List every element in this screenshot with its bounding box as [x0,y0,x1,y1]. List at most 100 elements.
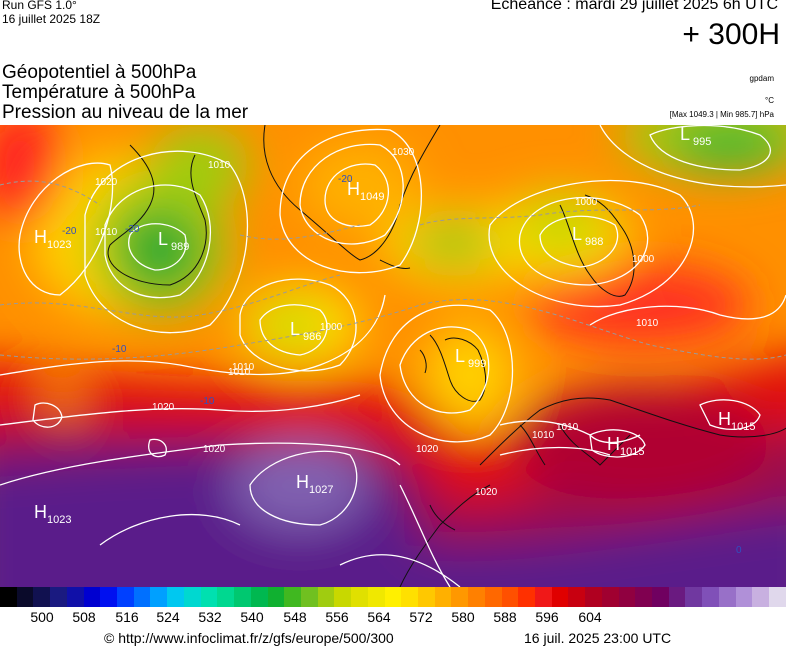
scale-swatch [685,587,703,607]
scale-swatch [33,587,51,607]
scale-swatch [367,587,385,607]
title-geopotential: Géopotentiel à 500hPa [2,62,197,83]
svg-text:H: H [296,472,309,492]
scale-swatch [300,587,318,607]
temperature-label: -20 [338,174,353,185]
scale-swatch [702,587,719,607]
color-scale-bar [0,587,786,607]
scale-swatch [652,587,669,607]
temperature-field [0,125,786,587]
svg-text:989: 989 [171,241,189,253]
scale-swatch [585,587,602,607]
svg-text:L: L [572,224,582,244]
temperature-label: 0 [736,545,742,556]
scale-tick-label: 556 [325,609,349,625]
forecast-valid-time: Echéance : mardi 29 juillet 2025 6h UTC [490,0,778,13]
scale-swatch [351,587,368,607]
isobar-label: 1020 [152,402,175,413]
scale-swatch [66,587,84,607]
pressure-center-low-scandinavia: L 988 [572,224,603,248]
svg-text:1015: 1015 [731,421,755,433]
scale-tick-label: 500 [30,609,54,625]
scale-tick-label: 564 [367,609,391,625]
isobar-label: 1000 [632,254,655,265]
temperature-label: -10 [112,344,127,355]
svg-text:H: H [34,502,47,522]
scale-swatch [150,587,168,607]
pressure-center-low-british-isles: L 999 [455,346,486,370]
scale-swatch [250,587,268,607]
scale-swatch [668,587,686,607]
scale-tick-label: 532 [198,609,222,625]
svg-text:L: L [455,346,465,366]
scale-swatch [769,587,786,607]
scale-tick-label: 548 [283,609,307,625]
scale-swatch [183,587,201,607]
isobar-label: 1020 [203,444,226,455]
isobar-label: 1000 [575,197,598,208]
temperature-label: -20 [125,224,140,235]
pressure-center-high-east-europe: H 1015 [718,409,755,433]
scale-swatch [468,587,485,607]
svg-text:H: H [34,227,47,247]
isobar-label: 1020 [416,444,439,455]
svg-text:988: 988 [585,236,603,248]
svg-text:995: 995 [693,136,711,148]
scale-swatch [317,587,335,607]
isobar-label: 1010 [232,362,255,373]
scale-swatch [267,587,285,607]
run-date-label: 16 juillet 2025 18Z [2,12,101,26]
pressure-center-high-azores: H 1027 [296,472,333,496]
svg-text:H: H [607,434,620,454]
run-model-label: Run GFS 1.0° [2,0,77,12]
pressure-center-high-greenland: H 1049 [347,179,384,203]
scale-tick-label: 596 [535,609,559,625]
scale-swatch [752,587,770,607]
isobar-label: 1030 [392,147,415,158]
forecast-horizon: + 300H [682,18,780,51]
scale-swatch [718,587,736,607]
geopotential-lines [0,180,786,360]
svg-text:999: 999 [468,358,486,370]
scale-swatch [50,587,67,607]
coastlines [107,125,786,587]
scale-swatch [484,587,502,607]
scale-swatch [217,587,235,607]
pressure-range: [Max 1049.3 | Min 985.7] hPa [669,110,774,119]
scale-swatch [535,587,552,607]
unit-geopotential: gpdam [749,74,774,83]
pressure-center-high-south-atlantic: H 1023 [34,502,71,526]
svg-text:L: L [290,319,300,339]
pressure-center-low-mid-atlantic: L 986 [290,319,321,343]
scale-tick-label: 588 [493,609,517,625]
scale-swatch [601,587,619,607]
pressure-center-high-west-atlantic: H 1023 [34,227,71,251]
svg-text:986: 986 [303,331,321,343]
isobar-label: 1010 [636,318,659,329]
scale-swatch [434,587,452,607]
scale-swatch [117,587,134,607]
pressure-center-low-arctic: L 995 [680,125,711,148]
scale-swatch [0,587,17,607]
scale-swatch [133,587,151,607]
scale-tick-label: 580 [451,609,475,625]
scale-swatch [16,587,34,607]
scale-swatch [384,587,402,607]
scale-swatch [417,587,435,607]
scale-swatch [401,587,418,607]
scale-tick-label: 524 [156,609,180,625]
source-credit: © http://www.infoclimat.fr/z/gfs/europe/… [104,630,394,646]
scale-swatch [551,587,569,607]
isobar-label: 1010 [95,227,118,238]
svg-text:1023: 1023 [47,239,71,251]
scale-swatch [451,587,469,607]
scale-swatch [100,587,118,607]
scale-swatch [518,587,535,607]
pressure-center-high-balkans: H 1015 [607,434,644,458]
temperature-label: -10 [200,396,215,407]
isobars [0,125,786,587]
scale-swatch [334,587,352,607]
svg-text:L: L [680,125,690,144]
scale-swatch [167,587,184,607]
